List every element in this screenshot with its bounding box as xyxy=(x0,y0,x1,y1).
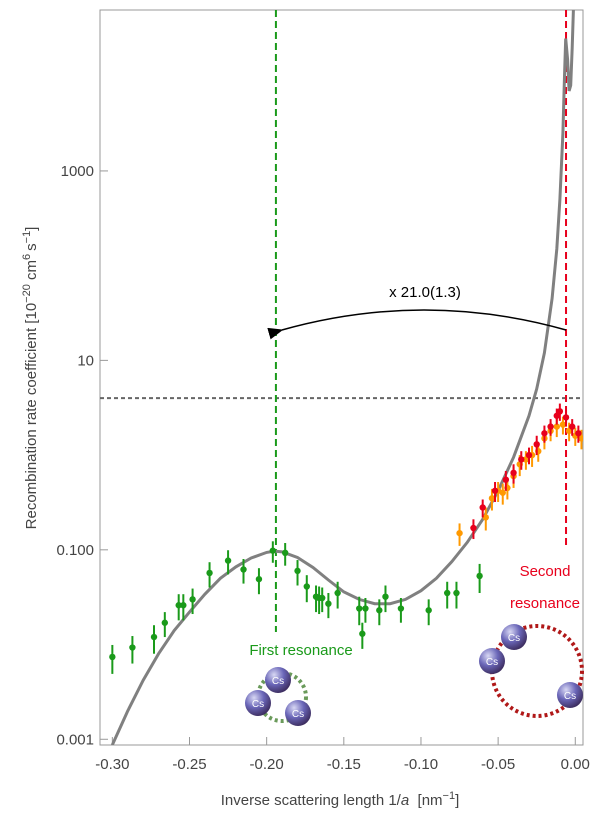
data-point xyxy=(534,441,540,447)
data-point xyxy=(376,607,382,613)
molecule-icon: Cs Cs Cs xyxy=(245,667,311,726)
atom-label: Cs xyxy=(292,709,304,720)
data-point xyxy=(206,570,212,576)
chart: -0.30 -0.25 -0.20 -0.15 -0.10 -0.05 0.00 0.001 0… xyxy=(0,0,607,814)
data-point xyxy=(575,430,581,436)
atom-label: Cs xyxy=(564,691,576,702)
data-point xyxy=(476,573,482,579)
data-point xyxy=(541,430,547,436)
x-tick-label: -0.05 xyxy=(481,756,515,773)
x-tick-label: 0.00 xyxy=(561,756,590,773)
x-tick-label: -0.20 xyxy=(250,756,284,773)
data-point xyxy=(304,583,310,589)
data-point xyxy=(256,576,262,582)
y-tick-label: 0.100 xyxy=(56,542,94,559)
data-point xyxy=(180,602,186,608)
data-point xyxy=(189,596,195,602)
data-point xyxy=(325,600,331,606)
data-point xyxy=(356,605,362,611)
x-tick-label: -0.15 xyxy=(327,756,361,773)
data-point xyxy=(240,566,246,572)
data-point xyxy=(526,452,532,458)
x-tick-label: -0.30 xyxy=(95,756,129,773)
data-point xyxy=(479,504,485,510)
data-point xyxy=(510,470,516,476)
page: -0.30 -0.25 -0.20 -0.15 -0.10 -0.05 0.00 0.001 0… xyxy=(0,0,607,814)
x-axis-label: Inverse scattering length 1/a [nm−1] xyxy=(221,790,460,809)
atom-label: Cs xyxy=(252,699,264,710)
y-tick-label: 1000 xyxy=(61,163,94,180)
data-point xyxy=(444,590,450,596)
data-point xyxy=(557,408,563,414)
data-point xyxy=(569,423,575,429)
arrow-label: x 21.0(1.3) xyxy=(389,284,461,301)
data-point xyxy=(425,607,431,613)
data-point xyxy=(470,525,476,531)
atom-label: Cs xyxy=(272,676,284,687)
data-point xyxy=(518,456,524,462)
data-point xyxy=(359,631,365,637)
x-tick-label: -0.10 xyxy=(404,756,438,773)
annotation: First resonance xyxy=(226,642,376,659)
y-axis-label: Recombination rate coefficient [10−20 cm… xyxy=(21,227,40,530)
data-point xyxy=(294,568,300,574)
data-point xyxy=(151,634,157,640)
data-point xyxy=(547,423,553,429)
annotation-arrow xyxy=(282,310,566,330)
molecule-icon: Cs Cs Cs xyxy=(479,624,583,716)
data-point xyxy=(503,476,509,482)
y-tick-label: 0.001 xyxy=(56,731,94,748)
data-point xyxy=(453,590,459,596)
data-point xyxy=(492,488,498,494)
data-point xyxy=(382,593,388,599)
x-tick-label: -0.25 xyxy=(172,756,206,773)
data-point xyxy=(398,605,404,611)
data-point xyxy=(225,557,231,563)
data-point xyxy=(456,530,462,536)
data-point xyxy=(334,590,340,596)
data-point xyxy=(162,620,168,626)
atom-label: Cs xyxy=(508,633,520,644)
data-point xyxy=(270,547,276,553)
data-point xyxy=(282,550,288,556)
data-point xyxy=(362,605,368,611)
data-point xyxy=(319,595,325,601)
annotation: Second resonance xyxy=(500,556,590,620)
data-point xyxy=(563,414,569,420)
y-tick-label: 10 xyxy=(77,352,94,369)
data-point xyxy=(129,644,135,650)
atom-label: Cs xyxy=(486,657,498,668)
data-point xyxy=(109,654,115,660)
